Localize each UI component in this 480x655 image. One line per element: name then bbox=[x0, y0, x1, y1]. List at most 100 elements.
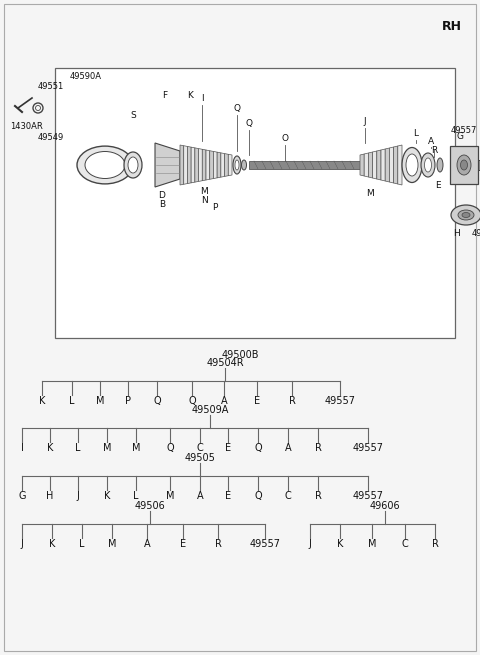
Text: 49557: 49557 bbox=[352, 443, 384, 453]
Text: L: L bbox=[133, 491, 139, 501]
Ellipse shape bbox=[406, 154, 418, 176]
Polygon shape bbox=[225, 153, 228, 176]
Text: M: M bbox=[96, 396, 104, 406]
Text: C: C bbox=[402, 539, 408, 549]
Polygon shape bbox=[217, 152, 221, 178]
Bar bbox=[478, 160, 480, 170]
Ellipse shape bbox=[437, 158, 443, 172]
Text: K: K bbox=[39, 396, 45, 406]
Ellipse shape bbox=[128, 157, 138, 173]
Polygon shape bbox=[202, 149, 206, 181]
Text: E: E bbox=[225, 443, 231, 453]
Polygon shape bbox=[191, 147, 195, 183]
Polygon shape bbox=[360, 154, 364, 176]
Text: L: L bbox=[79, 539, 85, 549]
Polygon shape bbox=[377, 150, 381, 180]
Bar bbox=[450, 146, 478, 184]
Text: K: K bbox=[104, 491, 110, 501]
Text: 49557: 49557 bbox=[451, 126, 477, 135]
Text: M: M bbox=[366, 189, 374, 198]
Text: K: K bbox=[49, 539, 55, 549]
Polygon shape bbox=[369, 152, 372, 178]
Polygon shape bbox=[221, 153, 225, 177]
Text: M: M bbox=[200, 187, 208, 196]
Text: I: I bbox=[21, 443, 24, 453]
Polygon shape bbox=[385, 148, 389, 182]
Text: E: E bbox=[254, 396, 260, 406]
Text: 49549: 49549 bbox=[38, 133, 64, 142]
Text: E: E bbox=[225, 491, 231, 501]
Text: Q: Q bbox=[188, 396, 196, 406]
Text: A: A bbox=[428, 137, 434, 146]
Text: RH: RH bbox=[442, 20, 462, 33]
Text: R: R bbox=[431, 146, 437, 155]
Polygon shape bbox=[214, 151, 217, 179]
Ellipse shape bbox=[457, 155, 471, 175]
Text: H: H bbox=[453, 229, 459, 238]
Text: A: A bbox=[221, 396, 228, 406]
Text: M: M bbox=[132, 443, 140, 453]
Text: C: C bbox=[285, 491, 291, 501]
Text: N: N bbox=[201, 196, 207, 205]
Text: A: A bbox=[285, 443, 291, 453]
Text: J: J bbox=[364, 117, 366, 126]
Text: H: H bbox=[46, 491, 54, 501]
Text: 1430AR: 1430AR bbox=[10, 122, 43, 131]
Text: I: I bbox=[201, 94, 204, 103]
Text: D: D bbox=[158, 191, 166, 200]
Text: L: L bbox=[69, 396, 75, 406]
Polygon shape bbox=[210, 151, 214, 179]
Polygon shape bbox=[398, 145, 402, 185]
Text: K: K bbox=[47, 443, 53, 453]
Text: E: E bbox=[180, 539, 186, 549]
Text: 49506: 49506 bbox=[134, 501, 166, 511]
Polygon shape bbox=[228, 155, 232, 176]
Text: C: C bbox=[197, 443, 204, 453]
Ellipse shape bbox=[124, 152, 142, 178]
Text: Q: Q bbox=[233, 104, 240, 113]
Text: R: R bbox=[314, 443, 322, 453]
Text: O: O bbox=[281, 134, 288, 143]
Ellipse shape bbox=[235, 160, 239, 170]
Ellipse shape bbox=[402, 147, 422, 183]
Ellipse shape bbox=[77, 146, 133, 184]
Polygon shape bbox=[389, 147, 394, 183]
Text: R: R bbox=[215, 539, 221, 549]
Ellipse shape bbox=[424, 158, 432, 172]
Text: B: B bbox=[159, 200, 165, 209]
Text: 49509A: 49509A bbox=[192, 405, 228, 415]
Text: J: J bbox=[21, 539, 24, 549]
Text: 49590A: 49590A bbox=[70, 72, 102, 81]
Ellipse shape bbox=[462, 212, 470, 217]
Text: M: M bbox=[166, 491, 174, 501]
Text: P: P bbox=[212, 203, 218, 212]
Text: R: R bbox=[288, 396, 295, 406]
Text: R: R bbox=[314, 491, 322, 501]
Polygon shape bbox=[180, 145, 184, 185]
Polygon shape bbox=[372, 151, 377, 179]
Ellipse shape bbox=[460, 160, 468, 170]
Polygon shape bbox=[184, 145, 187, 184]
Text: 49557: 49557 bbox=[250, 539, 280, 549]
Text: M: M bbox=[103, 443, 111, 453]
Text: K: K bbox=[187, 91, 193, 100]
Text: J: J bbox=[77, 491, 79, 501]
Polygon shape bbox=[195, 148, 199, 182]
Text: 49557: 49557 bbox=[352, 491, 384, 501]
Polygon shape bbox=[187, 147, 191, 183]
Text: 49548: 49548 bbox=[472, 229, 480, 238]
Text: Q: Q bbox=[254, 443, 262, 453]
Text: 49557: 49557 bbox=[324, 396, 356, 406]
Text: 49500B: 49500B bbox=[221, 350, 259, 360]
Text: L: L bbox=[413, 129, 419, 138]
Ellipse shape bbox=[458, 210, 474, 220]
Text: 49504R: 49504R bbox=[206, 358, 244, 368]
Text: A: A bbox=[197, 491, 204, 501]
Text: E: E bbox=[435, 181, 441, 190]
Text: Q: Q bbox=[254, 491, 262, 501]
Polygon shape bbox=[199, 149, 202, 181]
Text: P: P bbox=[125, 396, 131, 406]
Polygon shape bbox=[206, 150, 210, 180]
Text: K: K bbox=[337, 539, 343, 549]
Text: F: F bbox=[162, 91, 168, 100]
